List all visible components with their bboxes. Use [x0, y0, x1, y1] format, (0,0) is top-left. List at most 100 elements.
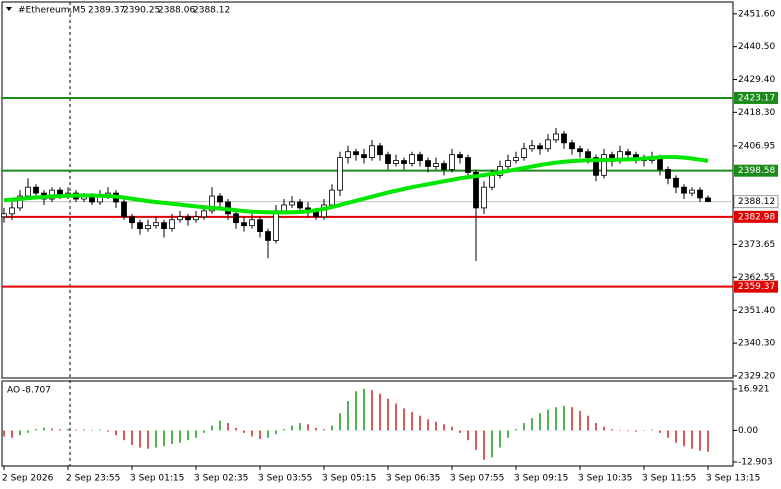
candle-body	[681, 186, 687, 194]
candle-body	[545, 139, 551, 150]
candle-body	[377, 145, 383, 156]
candle-body	[601, 154, 607, 176]
level-label-box	[734, 164, 778, 177]
level-label-box	[734, 280, 778, 293]
candle-body	[673, 177, 679, 188]
level-label-box	[734, 210, 778, 223]
candle-body	[473, 171, 479, 209]
y-tick-label: 2418.30	[738, 108, 775, 118]
y-tick-label: 2406.95	[738, 141, 775, 151]
ao-pane	[1, 380, 734, 467]
candle-body	[137, 222, 143, 230]
candle-body	[553, 133, 559, 141]
candle-body	[217, 195, 223, 203]
candle-body	[9, 207, 15, 215]
candle-body	[401, 160, 407, 164]
moving-average	[3, 155, 709, 215]
candle-body	[481, 186, 487, 209]
candle-body	[169, 219, 175, 230]
y-tick-label: 2429.40	[738, 75, 775, 85]
candle-body	[297, 201, 303, 209]
candle-body	[417, 154, 423, 161]
candle-body	[233, 213, 239, 224]
ao-title: AO	[7, 386, 20, 396]
header-close: 2388.12	[193, 6, 230, 16]
candle-body	[585, 151, 591, 159]
x-tick-label: 3 Sep 02:35	[194, 474, 248, 484]
candle-body	[409, 154, 415, 164]
header-open: 2389.37	[88, 6, 125, 16]
header-low: 2388.06	[158, 6, 195, 16]
candle-body	[537, 145, 543, 150]
level-label: 2398.58	[738, 166, 775, 176]
candle-body	[393, 160, 399, 164]
x-tick-label: 3 Sep 13:15	[706, 474, 760, 484]
candle-body	[1, 213, 7, 218]
candle-body	[161, 222, 167, 230]
candle-body	[361, 154, 367, 159]
x-tick-label: 3 Sep 11:55	[642, 474, 696, 484]
candle-body	[457, 154, 463, 159]
candle-body	[593, 157, 599, 176]
candle-body	[689, 189, 695, 194]
candle-body	[521, 148, 527, 159]
candle-body	[561, 133, 567, 144]
x-tick-label: 3 Sep 10:35	[578, 474, 632, 484]
candle-body	[697, 189, 703, 199]
y-tick-label: 2451.60	[738, 9, 775, 19]
header-high: 2390.25	[123, 6, 160, 16]
candle-body	[25, 186, 31, 197]
x-tick-label: 3 Sep 07:55	[450, 474, 504, 484]
candle-body	[145, 225, 151, 230]
candle-body	[281, 204, 287, 212]
y-tick-label: 2329.20	[738, 371, 775, 381]
candle-body	[33, 186, 39, 194]
candle-body	[201, 210, 207, 218]
candle-body	[489, 174, 495, 188]
candle-body	[449, 154, 455, 170]
current-price-label: 2388.12	[738, 197, 775, 207]
candle-body	[529, 145, 535, 150]
x-tick-label: 2 Sep 2026	[2, 474, 54, 484]
candle-body	[209, 195, 215, 212]
candle-body	[289, 201, 295, 206]
candle-body	[177, 216, 183, 221]
candle-body	[241, 222, 247, 227]
level-label: 2423.17	[738, 93, 775, 103]
candle-body	[433, 163, 439, 167]
chart-title: #Ethereum,M5	[18, 6, 86, 16]
candle-body	[625, 151, 631, 156]
candle-body	[185, 216, 191, 221]
candle-body	[665, 169, 671, 179]
ao-tick-label: -12.903	[738, 457, 773, 467]
candle-body	[441, 163, 447, 170]
level-label: 2359.37	[738, 282, 775, 292]
candle-body	[569, 142, 575, 150]
x-tick-label: 3 Sep 03:55	[258, 474, 312, 484]
y-tick-label: 2340.30	[738, 339, 775, 349]
y-tick-label: 2373.65	[738, 240, 775, 250]
candle-body	[385, 154, 391, 164]
x-tick-label: 3 Sep 05:15	[322, 474, 376, 484]
current-price-box	[733, 195, 779, 209]
x-tick-label: 3 Sep 01:15	[130, 474, 184, 484]
candle-body	[265, 231, 271, 241]
ao-tick-label: 16.921	[738, 385, 770, 395]
candle-body	[153, 222, 159, 227]
x-tick-label: 3 Sep 06:35	[386, 474, 440, 484]
x-tick-label: 2 Sep 23:55	[66, 474, 120, 484]
candle-body	[705, 197, 711, 203]
y-tick-label: 2362.55	[738, 273, 775, 283]
candle-body	[425, 160, 431, 167]
candle-body	[17, 195, 23, 209]
ao-tick-label: 0.00	[738, 426, 758, 436]
candle-body	[249, 219, 255, 227]
candle-body	[129, 216, 135, 224]
candle-body	[329, 189, 335, 206]
candle-body	[465, 157, 471, 173]
price-pane	[1, 1, 734, 379]
y-tick-label: 2351.40	[738, 306, 775, 316]
candle-body	[257, 219, 263, 232]
candle-body	[337, 157, 343, 191]
